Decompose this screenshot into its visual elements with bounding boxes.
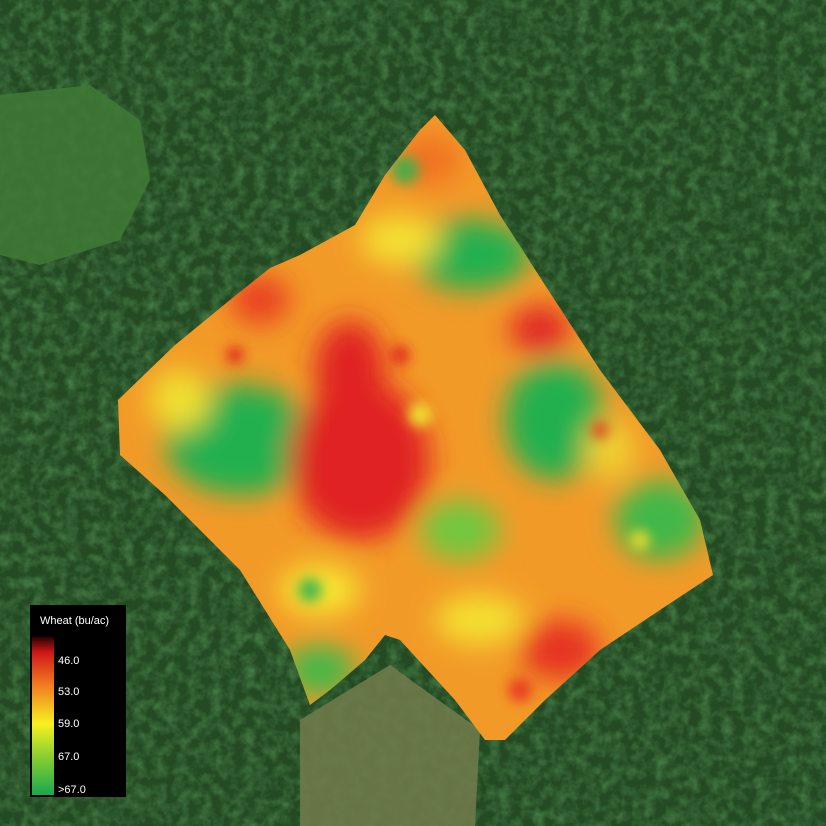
legend-label: >67.0 xyxy=(58,784,86,796)
legend-title: Wheat (bu/ac) xyxy=(40,615,109,627)
hay-field xyxy=(300,665,480,826)
legend-label: 53.0 xyxy=(58,686,79,698)
legend-color-bar xyxy=(32,637,54,795)
legend-label: 67.0 xyxy=(58,751,79,763)
legend-label: 46.0 xyxy=(58,655,79,667)
legend: Wheat (bu/ac) 46.0 53.0 59.0 67.0 >67.0 xyxy=(30,605,126,797)
crop-field xyxy=(0,85,150,265)
legend-label: 59.0 xyxy=(58,718,79,730)
